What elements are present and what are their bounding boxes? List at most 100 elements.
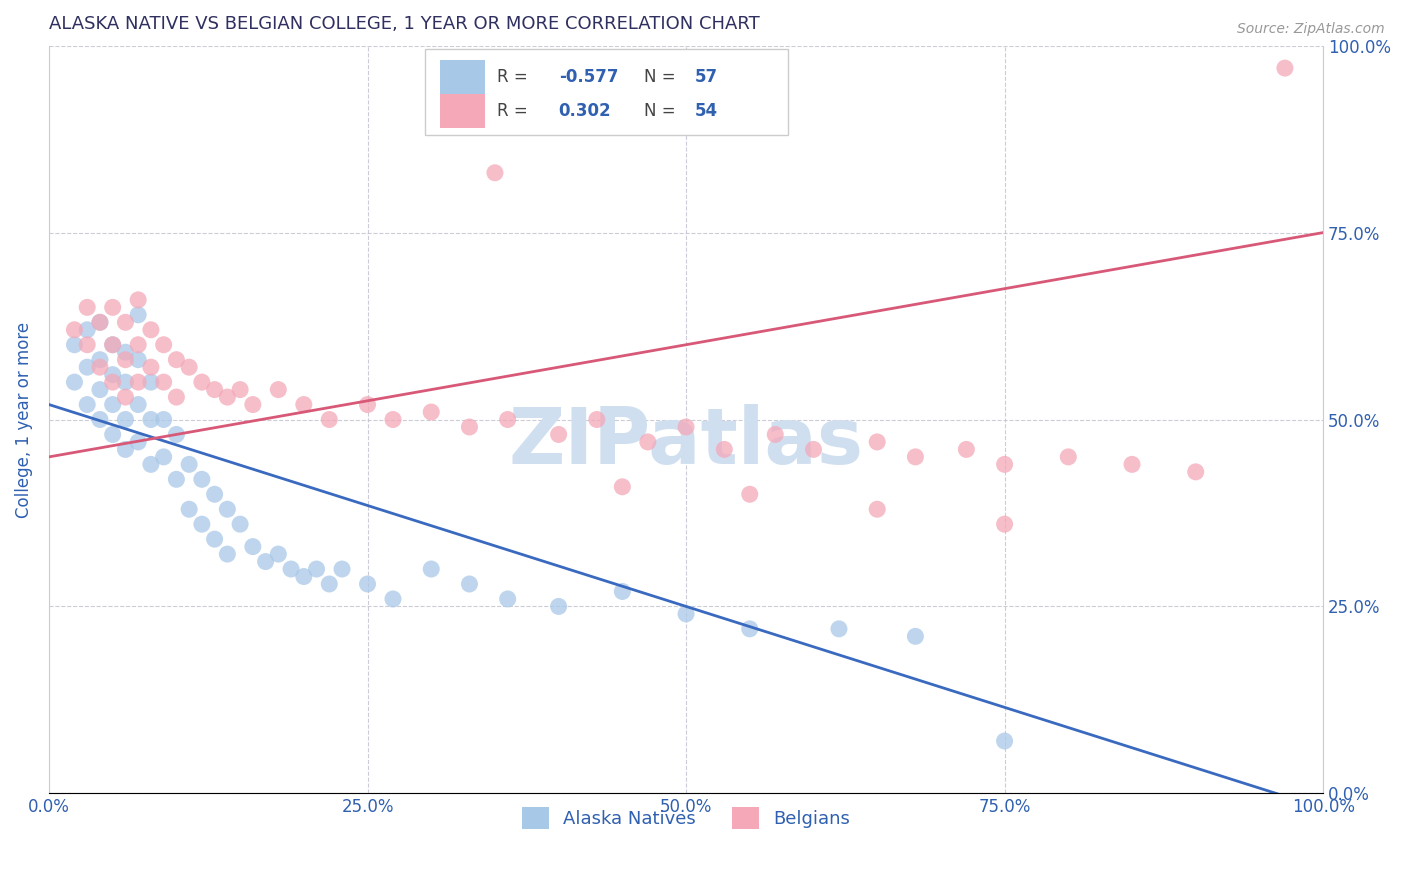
Point bbox=[242, 540, 264, 554]
Point bbox=[165, 352, 187, 367]
Point bbox=[904, 629, 927, 643]
FancyBboxPatch shape bbox=[440, 95, 485, 128]
Point bbox=[139, 323, 162, 337]
FancyBboxPatch shape bbox=[425, 49, 787, 136]
Point bbox=[904, 450, 927, 464]
Point bbox=[866, 502, 889, 516]
Point bbox=[89, 315, 111, 329]
Point bbox=[152, 337, 174, 351]
Point bbox=[828, 622, 851, 636]
Point bbox=[114, 375, 136, 389]
Text: ZIPatlas: ZIPatlas bbox=[509, 404, 863, 480]
Point bbox=[637, 434, 659, 449]
Point bbox=[63, 323, 86, 337]
Point bbox=[191, 517, 214, 532]
Point bbox=[803, 442, 825, 457]
Point bbox=[76, 301, 98, 315]
Point bbox=[139, 360, 162, 375]
Point bbox=[101, 368, 124, 382]
Point bbox=[127, 352, 149, 367]
Point bbox=[382, 412, 405, 426]
Point bbox=[254, 555, 277, 569]
FancyBboxPatch shape bbox=[440, 60, 485, 94]
Point bbox=[101, 427, 124, 442]
Point bbox=[866, 434, 889, 449]
Point bbox=[63, 337, 86, 351]
Point bbox=[127, 293, 149, 307]
Text: R =: R = bbox=[498, 103, 538, 120]
Point bbox=[139, 458, 162, 472]
Point bbox=[89, 352, 111, 367]
Text: R =: R = bbox=[498, 68, 533, 86]
Point bbox=[139, 375, 162, 389]
Point bbox=[114, 412, 136, 426]
Point bbox=[330, 562, 353, 576]
Point bbox=[675, 420, 697, 434]
Point bbox=[318, 577, 340, 591]
Point bbox=[127, 434, 149, 449]
Text: 0.302: 0.302 bbox=[558, 103, 612, 120]
Point bbox=[139, 412, 162, 426]
Point bbox=[89, 360, 111, 375]
Point bbox=[204, 532, 226, 546]
Point bbox=[547, 427, 569, 442]
Point bbox=[217, 547, 239, 561]
Point bbox=[242, 398, 264, 412]
Point bbox=[267, 547, 290, 561]
Text: 57: 57 bbox=[695, 68, 718, 86]
Point bbox=[76, 323, 98, 337]
Point bbox=[179, 458, 201, 472]
Point bbox=[675, 607, 697, 621]
Point bbox=[101, 398, 124, 412]
Point bbox=[89, 383, 111, 397]
Point bbox=[179, 502, 201, 516]
Text: N =: N = bbox=[644, 103, 681, 120]
Point bbox=[1184, 465, 1206, 479]
Point bbox=[114, 390, 136, 404]
Point bbox=[484, 166, 506, 180]
Point bbox=[994, 517, 1017, 532]
Point bbox=[165, 472, 187, 486]
Point bbox=[586, 412, 609, 426]
Text: -0.577: -0.577 bbox=[558, 68, 619, 86]
Point bbox=[101, 375, 124, 389]
Point bbox=[738, 622, 761, 636]
Point bbox=[63, 375, 86, 389]
Point bbox=[191, 375, 214, 389]
Point bbox=[114, 315, 136, 329]
Point bbox=[101, 301, 124, 315]
Point bbox=[127, 308, 149, 322]
Point bbox=[76, 360, 98, 375]
Point bbox=[89, 315, 111, 329]
Point bbox=[763, 427, 786, 442]
Legend: Alaska Natives, Belgians: Alaska Natives, Belgians bbox=[515, 800, 858, 837]
Point bbox=[496, 412, 519, 426]
Point bbox=[217, 390, 239, 404]
Text: 54: 54 bbox=[695, 103, 718, 120]
Point bbox=[612, 480, 634, 494]
Text: ALASKA NATIVE VS BELGIAN COLLEGE, 1 YEAR OR MORE CORRELATION CHART: ALASKA NATIVE VS BELGIAN COLLEGE, 1 YEAR… bbox=[49, 15, 759, 33]
Point bbox=[1121, 458, 1143, 472]
Point bbox=[204, 383, 226, 397]
Point bbox=[267, 383, 290, 397]
Point bbox=[229, 517, 252, 532]
Point bbox=[496, 591, 519, 606]
Point bbox=[165, 390, 187, 404]
Point bbox=[114, 352, 136, 367]
Point bbox=[101, 337, 124, 351]
Point bbox=[420, 562, 443, 576]
Point bbox=[713, 442, 735, 457]
Point bbox=[114, 442, 136, 457]
Point bbox=[1057, 450, 1080, 464]
Point bbox=[612, 584, 634, 599]
Point bbox=[955, 442, 977, 457]
Point bbox=[89, 412, 111, 426]
Point bbox=[217, 502, 239, 516]
Point bbox=[152, 450, 174, 464]
Point bbox=[994, 734, 1017, 748]
Point bbox=[1274, 61, 1296, 75]
Point bbox=[204, 487, 226, 501]
Point bbox=[127, 398, 149, 412]
Point bbox=[229, 383, 252, 397]
Point bbox=[152, 412, 174, 426]
